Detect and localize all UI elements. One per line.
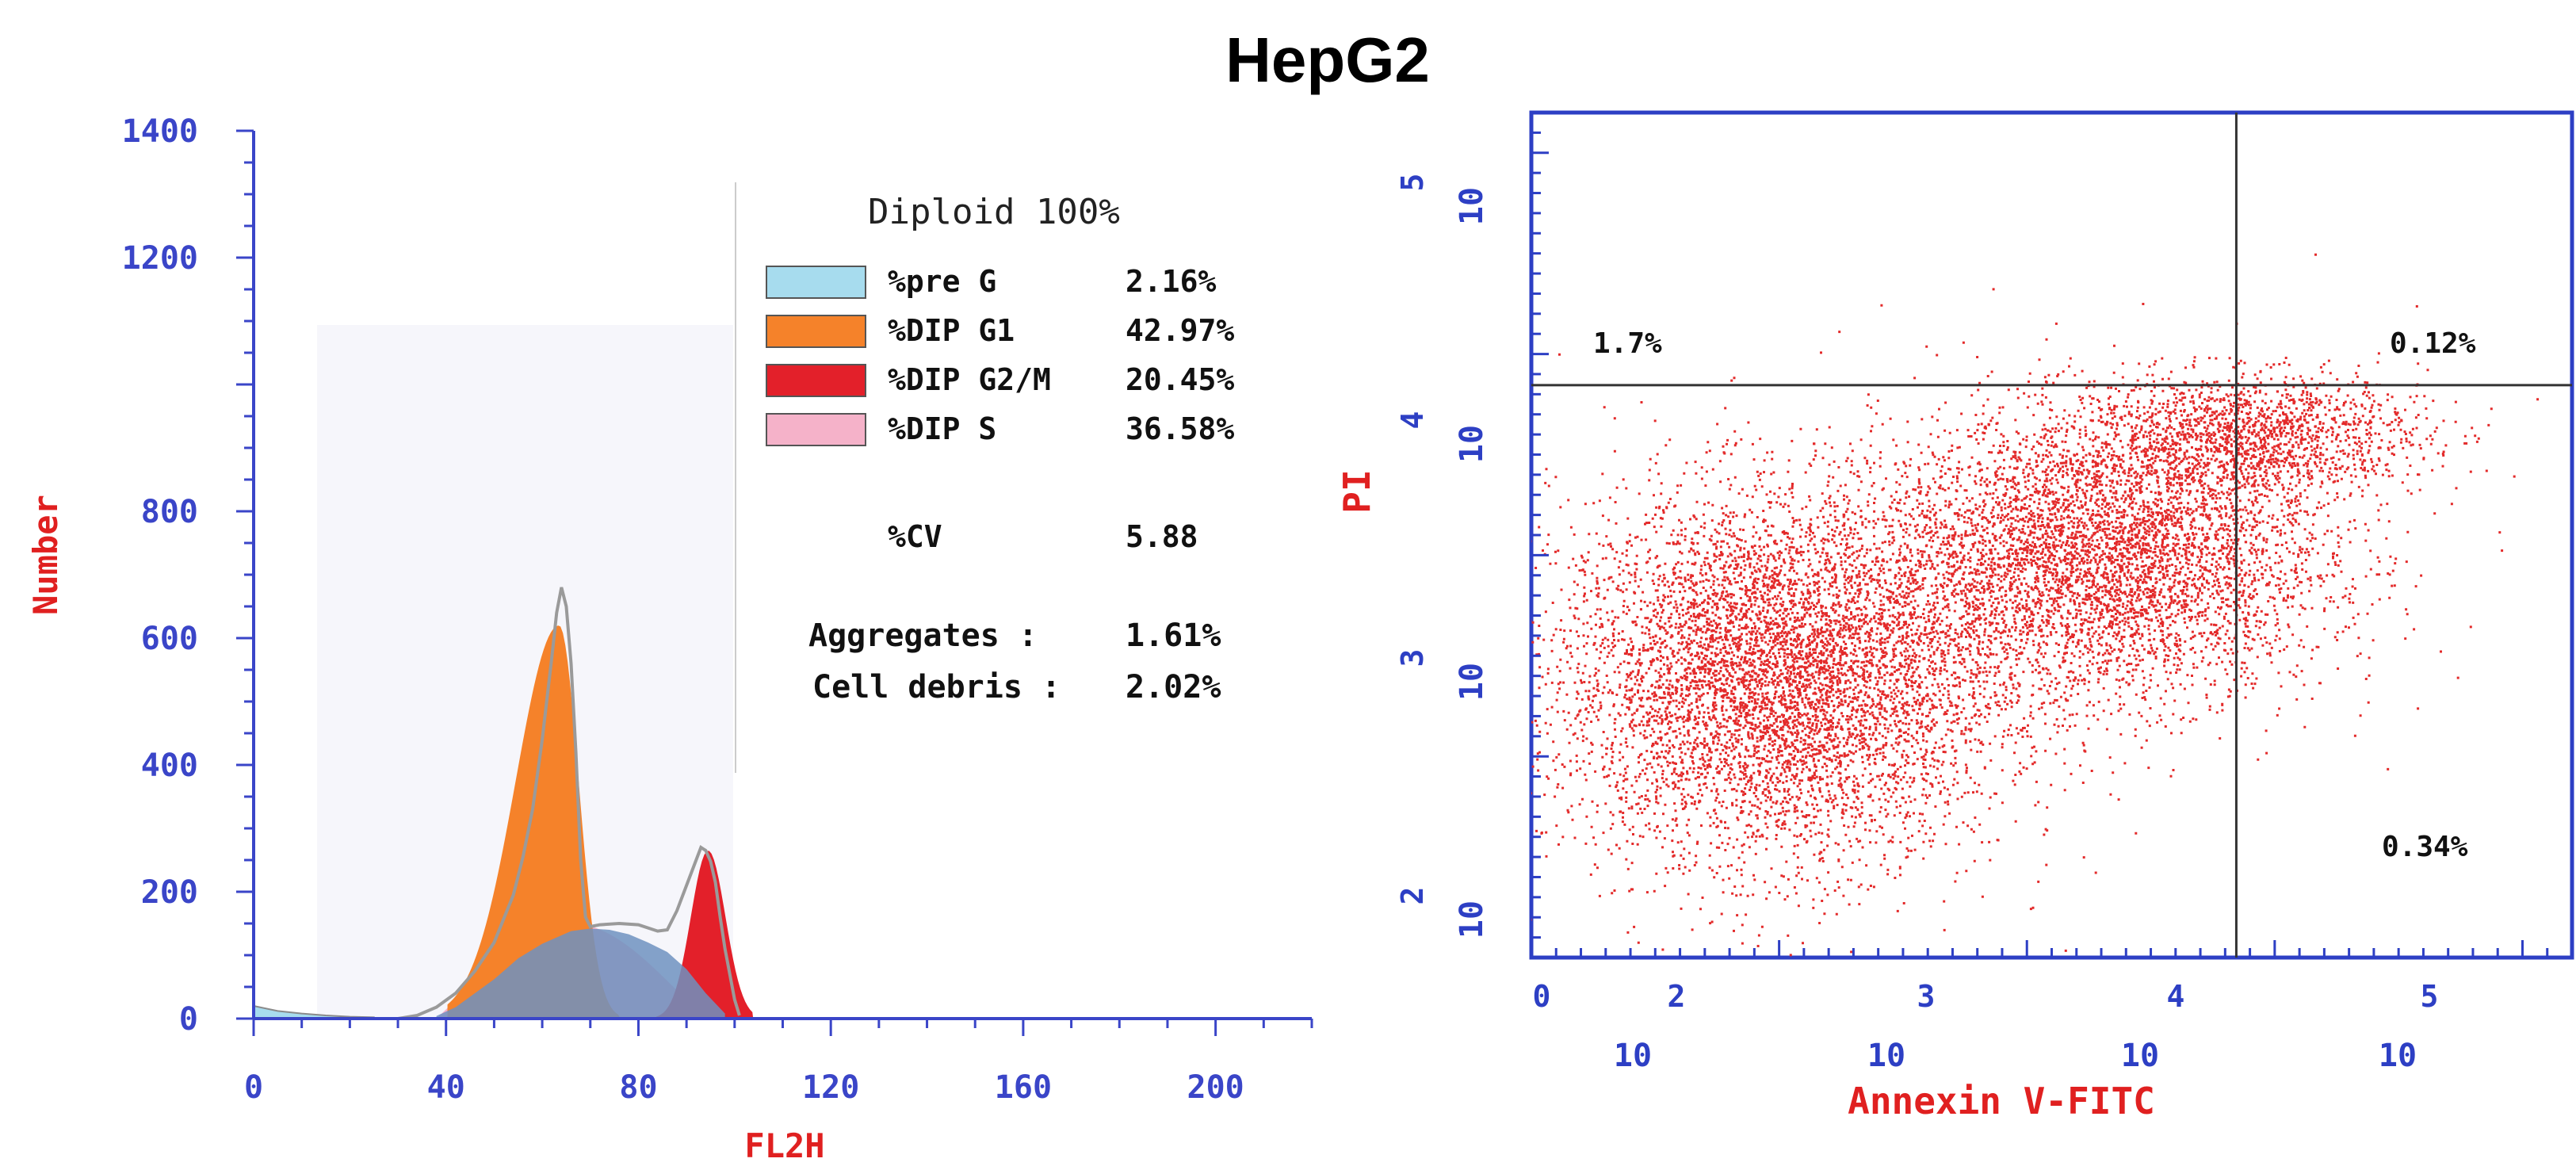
x-tick-label-40: 40 bbox=[427, 1069, 465, 1106]
legend-swatch-0 bbox=[766, 266, 866, 299]
x-tick-label-80: 80 bbox=[619, 1069, 657, 1106]
x-tick-base-0: 10 bbox=[1614, 1038, 1652, 1074]
scatter-cluster-0 bbox=[1531, 288, 2260, 957]
x-axis-title: FL2H bbox=[744, 1126, 824, 1165]
x-tick-exponent-0: 0 bbox=[1533, 979, 1551, 1014]
aggregates-value: 1.61% bbox=[1126, 618, 1221, 654]
x-tick-label-160: 160 bbox=[995, 1069, 1052, 1106]
x-tick-base-3: 10 bbox=[2379, 1038, 2417, 1074]
histogram-envelope bbox=[301, 587, 741, 1020]
y-tick-label-1400: 1400 bbox=[122, 113, 198, 150]
legend-label-2: %DIP G2/M bbox=[888, 362, 1051, 397]
x-tick-label-120: 120 bbox=[802, 1069, 859, 1106]
y-tick-exponent-2: 4 bbox=[1395, 411, 1430, 430]
x-tick-base-1: 10 bbox=[1867, 1038, 1905, 1074]
x-tick-label-200: 200 bbox=[1187, 1069, 1244, 1106]
legend-label-3: %DIP S bbox=[888, 411, 996, 446]
y-tick-exponent-3: 5 bbox=[1395, 174, 1430, 192]
legend-label-0: %pre G bbox=[888, 264, 996, 299]
y-tick-exponent-0: 2 bbox=[1395, 887, 1430, 905]
x-tick-label-0: 0 bbox=[244, 1069, 263, 1106]
y-tick-base-1: 10 bbox=[1454, 663, 1490, 701]
figure-title: HepG2 bbox=[1225, 25, 1430, 95]
y-axis-title: PI bbox=[1336, 469, 1378, 513]
legend-value-2: 20.45% bbox=[1126, 362, 1234, 397]
y-tick-label-0: 0 bbox=[179, 1001, 198, 1038]
quadrant-label-upper-right: 0.12% bbox=[2390, 327, 2476, 360]
y-tick-exponent-1: 3 bbox=[1395, 649, 1430, 667]
x-tick-exponent-3: 4 bbox=[2167, 979, 2185, 1014]
legend-label-1: %DIP G1 bbox=[888, 313, 1015, 348]
y-tick-base-0: 10 bbox=[1454, 900, 1490, 939]
overlap-fill bbox=[436, 928, 725, 1019]
debris-value: 2.02% bbox=[1126, 669, 1221, 705]
legend-value-0: 2.16% bbox=[1126, 264, 1217, 299]
x-tick-exponent-1: 2 bbox=[1668, 979, 1686, 1014]
cv-value: 5.88 bbox=[1126, 519, 1198, 554]
x-tick-base-2: 10 bbox=[2121, 1038, 2159, 1074]
legend-swatch-1 bbox=[766, 315, 866, 348]
y-tick-label-1200: 1200 bbox=[122, 240, 198, 277]
y-tick-label-800: 800 bbox=[141, 494, 198, 530]
y-tick-base-2: 10 bbox=[1454, 425, 1490, 463]
y-tick-label-400: 400 bbox=[141, 748, 198, 784]
scatter-points bbox=[1531, 253, 2540, 957]
annexin-pi-scatter-plot: 1.7% 0.12%0.34%0 2 3 4 510 10 10 10234510101010A… bbox=[1336, 110, 2574, 1122]
legend-swatch-3 bbox=[766, 413, 866, 446]
quadrant-label-lower-right: 0.34% bbox=[2382, 831, 2468, 863]
legend-heading: Diploid 100% bbox=[868, 192, 1120, 232]
y-tick-label-600: 600 bbox=[141, 621, 198, 657]
x-axis-title: Annexin V-FITC bbox=[1848, 1080, 2155, 1122]
legend-value-1: 42.97% bbox=[1126, 313, 1234, 348]
scatter-cluster-1 bbox=[1724, 253, 2504, 796]
y-tick-label-200: 200 bbox=[141, 874, 198, 911]
legend-value-3: 36.58% bbox=[1126, 411, 1234, 446]
x-tick-exponent-4: 5 bbox=[2421, 979, 2439, 1014]
g1-peak-fill bbox=[447, 625, 621, 1019]
debris-label: Cell debris : bbox=[812, 669, 1061, 705]
quadrant-label-upper-left: 1.7% bbox=[1593, 327, 1662, 360]
cell-cycle-histogram: 0 200 400 600 800 1200 1400 0 40 80 120 160 200 FL2H N… bbox=[26, 113, 1313, 1165]
legend-swatch-2 bbox=[766, 364, 866, 397]
y-axis-title: Number bbox=[26, 495, 65, 615]
cv-label: %CV bbox=[888, 519, 942, 554]
aggregates-label: Aggregates : bbox=[808, 618, 1038, 654]
x-tick-exponent-2: 3 bbox=[1917, 979, 1936, 1014]
scatter-cluster-2 bbox=[1978, 305, 2540, 526]
y-tick-base-3: 10 bbox=[1454, 187, 1490, 225]
